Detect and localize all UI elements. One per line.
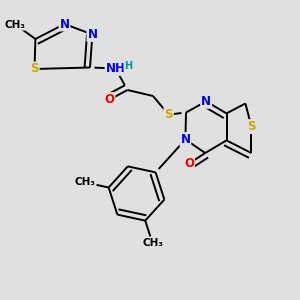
Text: S: S [247,120,256,133]
Text: CH₃: CH₃ [75,177,96,188]
Text: O: O [184,157,194,170]
Text: CH₃: CH₃ [142,238,163,248]
Text: S: S [164,108,173,121]
Text: O: O [104,93,115,106]
Text: S: S [30,62,39,76]
Text: CH₃: CH₃ [5,20,26,30]
Text: N: N [180,133,190,146]
Text: N: N [201,95,211,108]
Text: N: N [87,28,98,41]
Text: H: H [124,61,132,71]
Text: NH: NH [106,62,125,75]
Text: N: N [59,17,70,31]
